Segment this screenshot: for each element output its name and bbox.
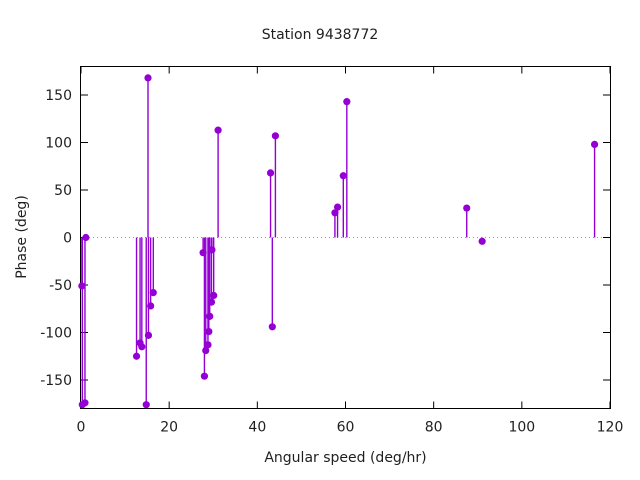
data-point-marker [82,233,90,242]
y-tick-label: 100 [45,136,72,152]
y-tick-label: 150 [45,88,72,104]
y-tick-label: -50 [49,278,72,294]
data-point-marker [149,289,157,297]
y-tick-label: 0 [63,231,72,247]
data-point-marker [343,98,351,106]
x-tick-label: 100 [508,420,535,436]
data-point-marker [202,346,210,355]
y-axis-label: Phase (deg) [14,195,30,279]
y-tick-label: -150 [40,373,72,389]
data-point-marker [207,298,216,306]
data-point-marker [200,372,209,380]
data-point-marker [590,140,599,148]
data-point-marker [331,209,339,217]
data-point-marker [204,341,212,349]
x-tick-label: 20 [160,420,178,436]
data-point-marker [147,302,155,310]
x-tick-label: 120 [597,420,624,436]
x-tick-label: 0 [77,420,86,436]
chart-title: Station 9438772 [261,27,379,43]
x-tick-label: 60 [337,420,355,436]
x-axis-label: Angular speed (deg/hr) [264,450,427,466]
y-tick-label: 50 [54,183,72,199]
x-tick-label: 80 [425,420,443,436]
x-tick-label: 40 [248,420,266,436]
data-point-marker [144,74,152,82]
data-point-marker [271,132,280,140]
data-point-marker [205,327,213,336]
data-point-marker [333,203,342,211]
data-point-marker [208,246,216,254]
data-point-marker [214,126,222,134]
data-point-marker [478,237,486,245]
data-point-marker [138,343,146,351]
data-point-marker [81,399,89,407]
data-point-marker [206,312,214,320]
data-point-marker [210,291,218,300]
data-point-marker [132,352,141,360]
data-point-marker [266,169,275,177]
data-point-marker [268,323,276,331]
data-point-marker [339,172,347,180]
data-point-marker [463,204,471,212]
y-tick-label: -100 [40,326,72,342]
data-point-marker [142,401,150,409]
data-point-marker [144,331,153,339]
